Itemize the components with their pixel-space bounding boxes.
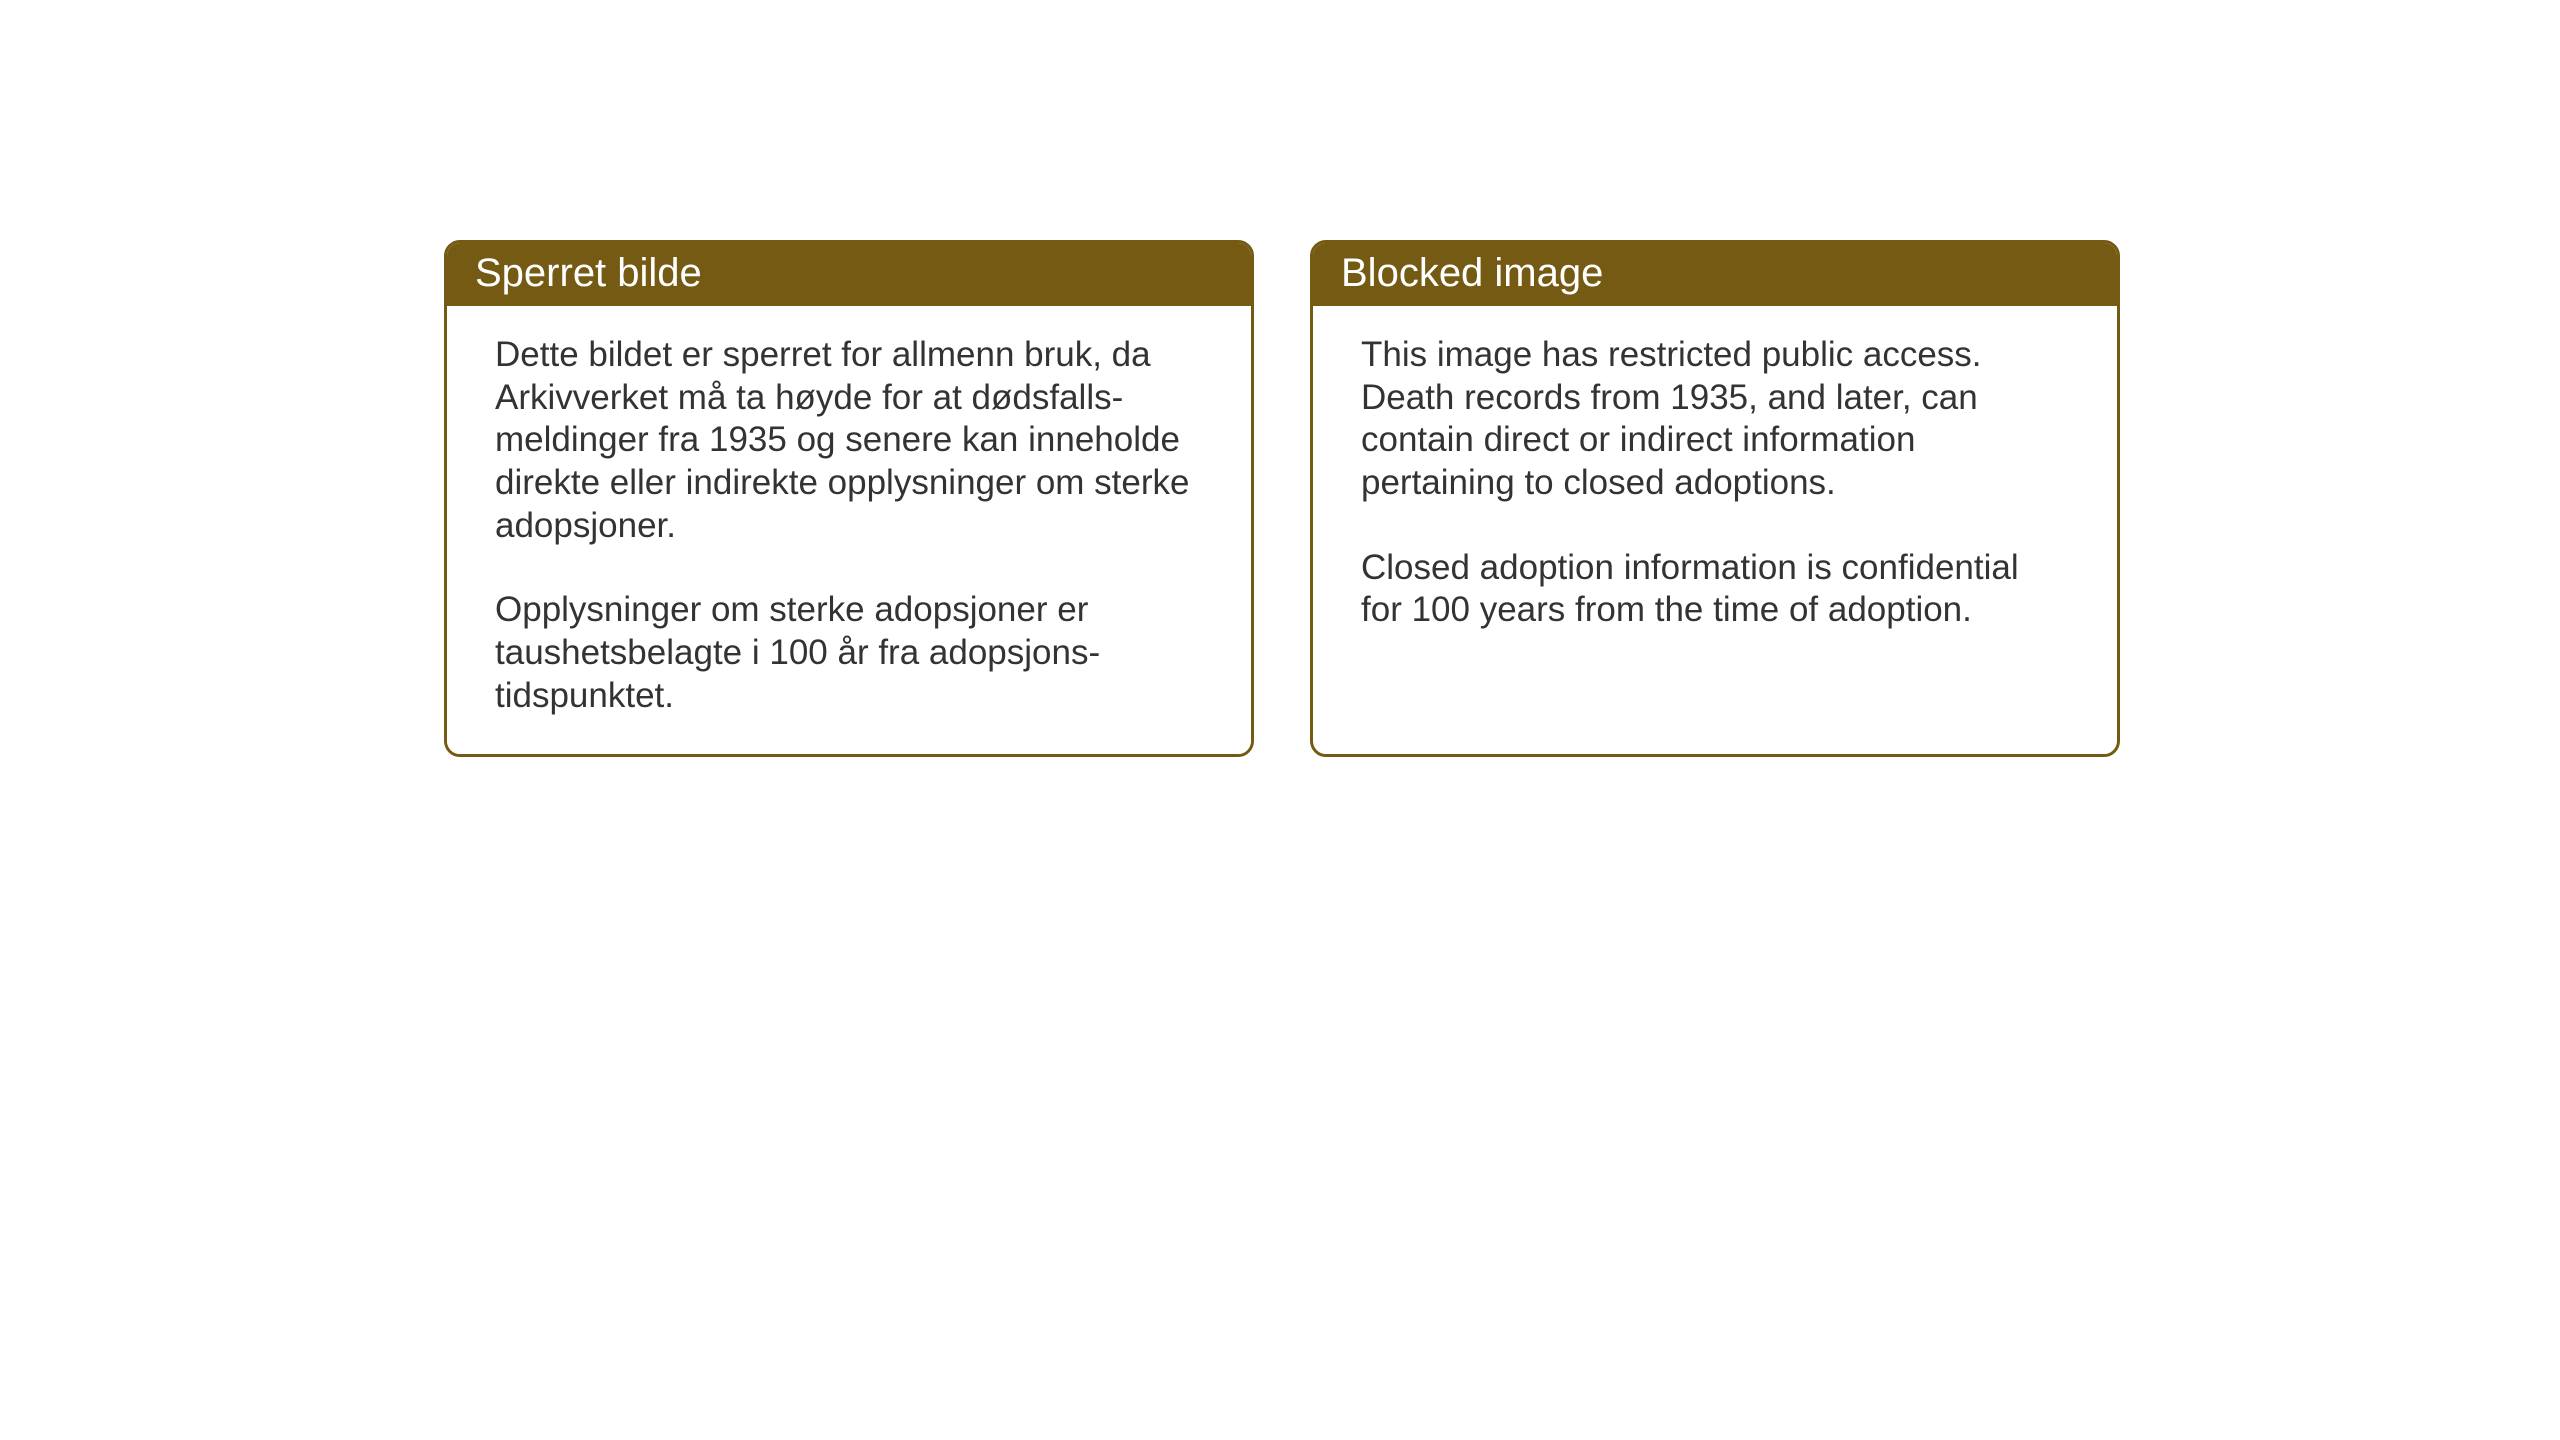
notice-header-norwegian: Sperret bilde (447, 243, 1251, 306)
notice-title-english: Blocked image (1341, 251, 1603, 295)
notice-body-english: This image has restricted public access.… (1313, 306, 2117, 708)
notice-header-english: Blocked image (1313, 243, 2117, 306)
notice-container: Sperret bilde Dette bildet er sperret fo… (444, 240, 2120, 757)
notice-title-norwegian: Sperret bilde (475, 251, 702, 295)
notice-card-norwegian: Sperret bilde Dette bildet er sperret fo… (444, 240, 1254, 757)
notice-body-norwegian: Dette bildet er sperret for allmenn bruk… (447, 306, 1251, 754)
notice-card-english: Blocked image This image has restricted … (1310, 240, 2120, 757)
notice-paragraph: Dette bildet er sperret for allmenn bruk… (495, 334, 1203, 547)
notice-paragraph: Opplysninger om sterke adopsjoner er tau… (495, 589, 1203, 717)
notice-paragraph: Closed adoption information is confident… (1361, 547, 2069, 632)
notice-paragraph: This image has restricted public access.… (1361, 334, 2069, 505)
